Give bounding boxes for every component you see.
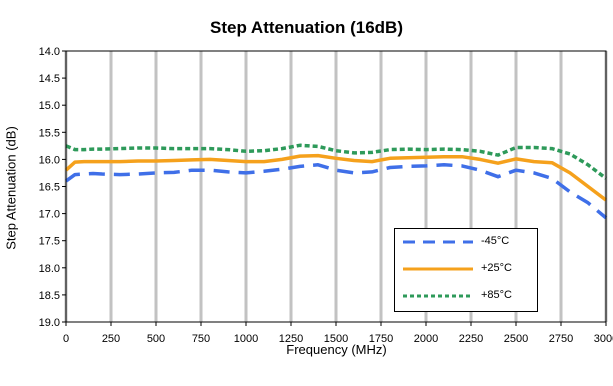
legend-item: -45°C — [395, 233, 539, 253]
x-tick-label: 1000 — [234, 333, 258, 345]
y-axis-label: Step Attenuation (dB) — [3, 126, 19, 250]
x-tick-label: 2250 — [459, 333, 483, 345]
y-tick-label: 16.0 — [39, 154, 60, 166]
y-tick-label: 19.0 — [39, 317, 60, 329]
series-line-1 — [64, 153, 608, 202]
x-tick-label: 750 — [192, 333, 210, 345]
x-tick-label: 500 — [147, 333, 165, 345]
y-tick-label: 14.0 — [39, 46, 60, 58]
x-tick-label: 0 — [63, 333, 69, 345]
legend-item: +85°C — [395, 287, 539, 307]
legend-label: +25°C — [481, 262, 513, 274]
x-tick-label: 2000 — [414, 333, 438, 345]
series-line-2 — [65, 143, 608, 180]
x-axis-label: Frequency (MHz) — [286, 342, 387, 357]
x-tick-label: 2500 — [504, 333, 528, 345]
legend-label: -45°C — [481, 235, 510, 247]
legend-label: +85°C — [481, 289, 513, 301]
series-line-0 — [64, 163, 608, 220]
x-tick-label: 1250 — [279, 333, 303, 345]
x-tick-label: 1500 — [324, 333, 348, 345]
y-tick-label: 18.5 — [39, 290, 60, 302]
legend-item: +25°C — [395, 260, 539, 280]
x-tick-label: 2750 — [549, 333, 573, 345]
x-tick-label: 3000 — [594, 333, 613, 345]
legend: -45°C +25°C +85°C — [394, 228, 538, 312]
legend-swatch-plus85 — [403, 294, 473, 298]
legend-swatch-plus25 — [403, 267, 473, 271]
y-tick-label: 18.0 — [39, 263, 60, 275]
x-tick-label: 250 — [102, 333, 120, 345]
chart-title: Step Attenuation (16dB) — [210, 18, 403, 37]
y-tick-label: 15.0 — [39, 100, 60, 112]
y-tick-label: 14.5 — [39, 73, 60, 85]
y-tick-label: 15.5 — [39, 127, 60, 139]
y-tick-label: 17.5 — [39, 236, 60, 248]
y-tick-label: 17.0 — [39, 209, 60, 221]
legend-swatch-minus45 — [403, 240, 473, 244]
y-tick-label: 16.5 — [39, 182, 60, 194]
x-tick-label: 1750 — [369, 333, 393, 345]
